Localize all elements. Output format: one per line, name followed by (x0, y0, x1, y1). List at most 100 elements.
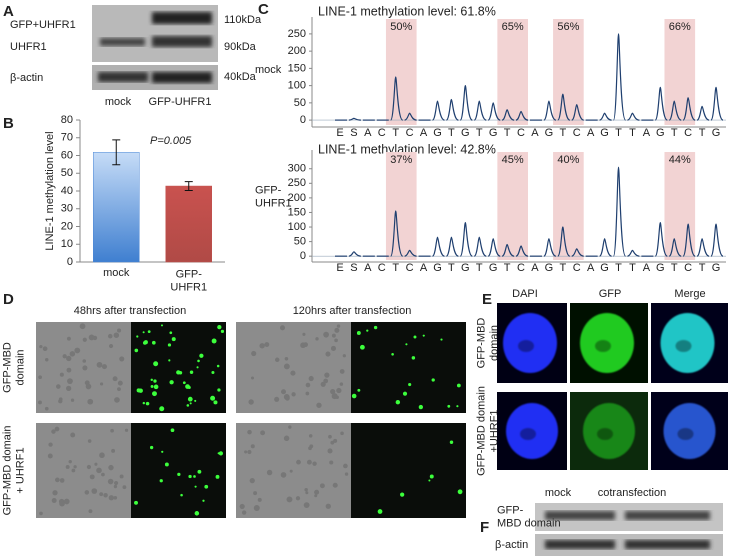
x-tick-label: G (600, 262, 609, 274)
peak (696, 238, 710, 257)
nucleolus (677, 428, 694, 440)
green-cell (428, 479, 431, 482)
peak (515, 110, 529, 121)
green-cell (210, 395, 216, 401)
green-cell (149, 445, 154, 450)
green-cell (408, 382, 412, 387)
peak (571, 103, 584, 121)
cell (51, 498, 57, 504)
highlight-label: 66% (669, 21, 691, 33)
cell (259, 343, 265, 349)
green-cell (136, 335, 139, 338)
cell (108, 495, 114, 501)
cell (308, 446, 312, 451)
cell (79, 323, 86, 330)
green-cell (402, 391, 408, 396)
peak (459, 85, 473, 121)
x-tick-label: G (461, 127, 470, 139)
peak (404, 249, 417, 257)
x-tick-label: mock (103, 267, 130, 279)
peak (710, 86, 724, 121)
x-tick-label: G (712, 127, 721, 139)
highlight-label: 56% (557, 21, 579, 33)
cell (39, 344, 43, 349)
panel-letter: F (480, 519, 489, 536)
x-tick-label: A (587, 127, 595, 139)
green-cell (193, 475, 196, 478)
peak (501, 109, 515, 121)
cell (107, 478, 114, 485)
chart-title: LINE-1 methylation level: 61.8% (318, 4, 496, 18)
peak (654, 222, 668, 257)
row-label: GFP-MBD domain+UHRF1 (475, 386, 500, 476)
cell (113, 495, 118, 500)
cell (253, 504, 260, 511)
green-cell (411, 356, 416, 360)
panel-letter: C (258, 1, 269, 18)
cell (303, 502, 310, 509)
highlight (385, 19, 417, 125)
cell (66, 336, 71, 341)
highlight-label: 45% (502, 154, 524, 166)
bar (93, 152, 140, 263)
green-cell (178, 370, 183, 375)
column-label: 48hrs after transfection (74, 305, 187, 317)
cell (39, 511, 43, 516)
green-cell (168, 359, 171, 362)
chart-title: LINE-1 methylation level: 42.8% (318, 142, 496, 156)
x-tick-label: G (656, 262, 665, 274)
x-tick-label: T (504, 262, 511, 274)
cell (241, 510, 247, 515)
cell (288, 425, 292, 429)
x-tick-label: G (545, 127, 554, 139)
cell (88, 334, 95, 341)
cell (100, 382, 104, 386)
peak (654, 86, 668, 121)
cell (82, 365, 88, 371)
cell (325, 503, 331, 509)
cell (107, 333, 113, 339)
peak (445, 236, 459, 257)
y-tick-label: 300 (288, 163, 306, 175)
green-cell (440, 338, 443, 341)
peak (599, 112, 612, 121)
green-cell (170, 428, 175, 433)
size-label: 110kDa (224, 14, 262, 26)
x-tick-label: T (476, 127, 483, 139)
green-cell (456, 383, 461, 388)
row-label: β-actin (495, 539, 528, 551)
x-tick-label: G (489, 127, 498, 139)
green-cell (164, 462, 169, 467)
green-cell (220, 329, 225, 334)
y-tick-label: 0 (300, 250, 306, 262)
panel-letter: A (3, 3, 14, 20)
green-cell (217, 388, 221, 392)
size-label: 90kDa (224, 41, 257, 53)
cell (99, 492, 104, 497)
highlight (553, 19, 584, 125)
cell (124, 428, 129, 432)
error-bar (112, 139, 121, 166)
green-cell (377, 509, 383, 514)
x-tick-label: T (615, 127, 622, 139)
peak (668, 100, 682, 121)
cell (51, 429, 56, 434)
green-cell (422, 334, 425, 337)
cell (296, 459, 301, 465)
lane-label: mock (545, 487, 572, 499)
cell (315, 337, 319, 341)
cell (319, 483, 325, 489)
fluorescence-image (351, 322, 466, 413)
row-label: GFP+UHFR1 (10, 19, 76, 31)
x-tick-label: G (489, 262, 498, 274)
peak (668, 238, 682, 257)
y-tick-label: 30 (61, 203, 73, 215)
cell (324, 372, 330, 378)
cell (84, 490, 90, 495)
cell (73, 465, 77, 469)
cell (66, 367, 72, 373)
y-tick-label: 40 (61, 185, 73, 197)
cell (244, 450, 248, 454)
highlight (553, 152, 584, 260)
